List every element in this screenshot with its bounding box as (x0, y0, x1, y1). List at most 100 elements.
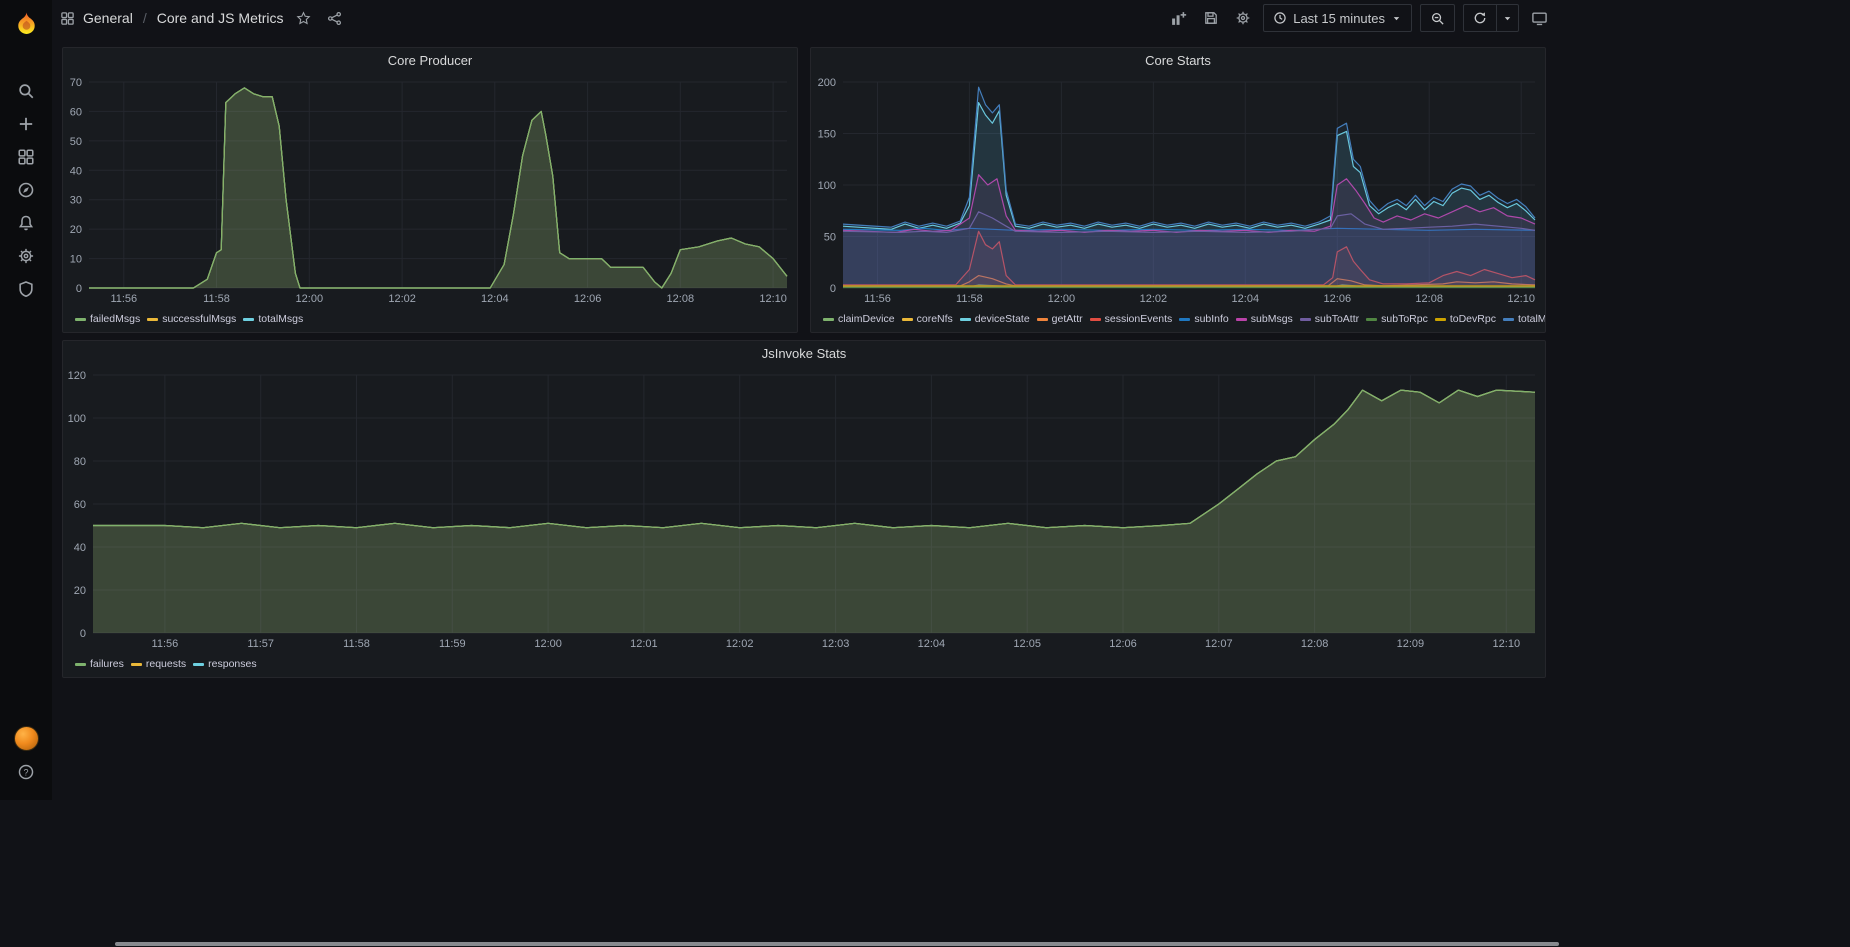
add-panel-icon (1170, 10, 1187, 27)
svg-text:12:04: 12:04 (1232, 293, 1260, 305)
svg-text:0: 0 (76, 283, 82, 295)
legend-series-marker (1090, 318, 1101, 321)
panel-title[interactable]: Core Starts (811, 48, 1545, 74)
legend-item-failedMsgs[interactable]: failedMsgs (75, 313, 140, 325)
plus-icon (17, 115, 35, 133)
svg-text:12:05: 12:05 (1013, 638, 1041, 650)
panel-chart[interactable]: 05010015020011:5611:5812:0012:0212:0412:… (811, 74, 1545, 306)
legend-item-requests[interactable]: requests (131, 658, 186, 670)
dashboard-navbar: General / Core and JS Metrics Last 15 m (52, 0, 1560, 36)
sidebar-item-server-admin[interactable] (0, 272, 52, 305)
svg-text:12:00: 12:00 (296, 293, 324, 305)
breadcrumb-separator: / (141, 10, 149, 26)
svg-text:12:01: 12:01 (630, 638, 658, 650)
legend-item-subMsgs[interactable]: subMsgs (1236, 313, 1293, 325)
legend-item-claimDevice[interactable]: claimDevice (823, 313, 895, 325)
sidebar-nav (0, 74, 52, 305)
refresh-button-group (1463, 4, 1519, 32)
gear-icon (17, 247, 35, 265)
legend-item-totalMsgs[interactable]: totalMsgs (1503, 313, 1545, 325)
legend-item-deviceState[interactable]: deviceState (960, 313, 1030, 325)
dashboards-grid-icon (17, 148, 35, 166)
legend-item-successfulMsgs[interactable]: successfulMsgs (147, 313, 236, 325)
svg-text:0: 0 (80, 628, 86, 640)
legend-item-failures[interactable]: failures (75, 658, 124, 670)
refresh-icon (1473, 11, 1487, 25)
legend-series-marker (1503, 318, 1514, 321)
legend-series-label: toDevRpc (1450, 313, 1496, 325)
svg-text:12:07: 12:07 (1205, 638, 1233, 650)
refresh-interval-caret[interactable] (1497, 4, 1519, 32)
legend-series-marker (1236, 318, 1247, 321)
sidebar-item-help[interactable]: ? (0, 755, 52, 788)
svg-text:20: 20 (70, 224, 82, 236)
shield-icon (17, 280, 35, 298)
sidebar-item-configuration[interactable] (0, 239, 52, 272)
panel-title[interactable]: JsInvoke Stats (63, 341, 1545, 367)
sidebar-item-create[interactable] (0, 107, 52, 140)
sidebar-item-search[interactable] (0, 74, 52, 107)
svg-text:12:10: 12:10 (1493, 638, 1521, 650)
svg-text:12:00: 12:00 (534, 638, 562, 650)
legend-item-subToAttr[interactable]: subToAttr (1300, 313, 1359, 325)
cycle-view-mode-button[interactable] (1527, 6, 1552, 31)
breadcrumb: General / Core and JS Metrics (60, 7, 346, 30)
dashboard-settings-button[interactable] (1231, 6, 1255, 30)
legend-series-label: responses (208, 658, 256, 670)
grafana-logo[interactable] (0, 0, 52, 46)
panel-chart[interactable]: 02040608010012011:5611:5711:5811:5912:00… (63, 367, 1545, 651)
legend-item-responses[interactable]: responses (193, 658, 256, 670)
sidebar-item-dashboards[interactable] (0, 140, 52, 173)
legend-series-marker (1300, 318, 1311, 321)
legend-item-subInfo[interactable]: subInfo (1179, 313, 1228, 325)
refresh-button[interactable] (1463, 4, 1497, 32)
breadcrumb-folder[interactable]: General (83, 10, 133, 26)
sidebar-item-alerting[interactable] (0, 206, 52, 239)
panel-chart[interactable]: 01020304050607011:5611:5812:0012:0212:04… (63, 74, 797, 306)
panel-title[interactable]: Core Producer (63, 48, 797, 74)
favorite-button[interactable] (292, 7, 315, 30)
share-button[interactable] (323, 7, 346, 30)
legend-item-toDevRpc[interactable]: toDevRpc (1435, 313, 1496, 325)
legend-series-marker (1179, 318, 1190, 321)
svg-text:50: 50 (70, 136, 82, 148)
svg-text:200: 200 (818, 77, 836, 89)
apps-grid-icon (60, 11, 75, 26)
zoom-out-button[interactable] (1420, 4, 1455, 32)
panel-legend: failures requests responses (63, 651, 1545, 677)
svg-text:12:10: 12:10 (1507, 293, 1535, 305)
svg-text:12:02: 12:02 (1140, 293, 1168, 305)
svg-text:12:06: 12:06 (1324, 293, 1352, 305)
legend-series-marker (823, 318, 834, 321)
svg-text:11:58: 11:58 (343, 638, 370, 650)
panel-legend: claimDevice coreNfs deviceState getAttr sess… (811, 306, 1545, 332)
sidebar: ? (0, 0, 52, 800)
sidebar-item-profile[interactable] (0, 722, 52, 755)
sidebar-item-explore[interactable] (0, 173, 52, 206)
legend-item-totalMsgs[interactable]: totalMsgs (243, 313, 303, 325)
svg-text:12:06: 12:06 (574, 293, 602, 305)
svg-text:12:02: 12:02 (388, 293, 416, 305)
svg-text:11:59: 11:59 (439, 638, 466, 650)
save-dashboard-button[interactable] (1199, 6, 1223, 30)
svg-text:40: 40 (74, 542, 86, 554)
add-panel-button[interactable] (1166, 6, 1191, 31)
svg-text:11:56: 11:56 (110, 293, 137, 305)
legend-item-sessionEvents[interactable]: sessionEvents (1090, 313, 1173, 325)
gear-icon (1235, 10, 1251, 26)
grafana-flame-icon (13, 10, 40, 37)
legend-series-marker (960, 318, 971, 321)
horizontal-scrollbar[interactable] (115, 942, 1559, 946)
star-icon (296, 11, 311, 26)
legend-item-coreNfs[interactable]: coreNfs (902, 313, 953, 325)
svg-text:100: 100 (818, 180, 836, 192)
legend-item-getAttr[interactable]: getAttr (1037, 313, 1083, 325)
time-range-picker[interactable]: Last 15 minutes (1263, 4, 1412, 32)
svg-text:80: 80 (74, 456, 86, 468)
svg-text:12:08: 12:08 (1301, 638, 1329, 650)
time-range-label: Last 15 minutes (1293, 11, 1385, 26)
legend-series-label: deviceState (975, 313, 1030, 325)
legend-item-subToRpc[interactable]: subToRpc (1366, 313, 1428, 325)
panel-core-producer: Core Producer 01020304050607011:5611:581… (62, 47, 798, 333)
legend-series-label: totalMsgs (258, 313, 303, 325)
